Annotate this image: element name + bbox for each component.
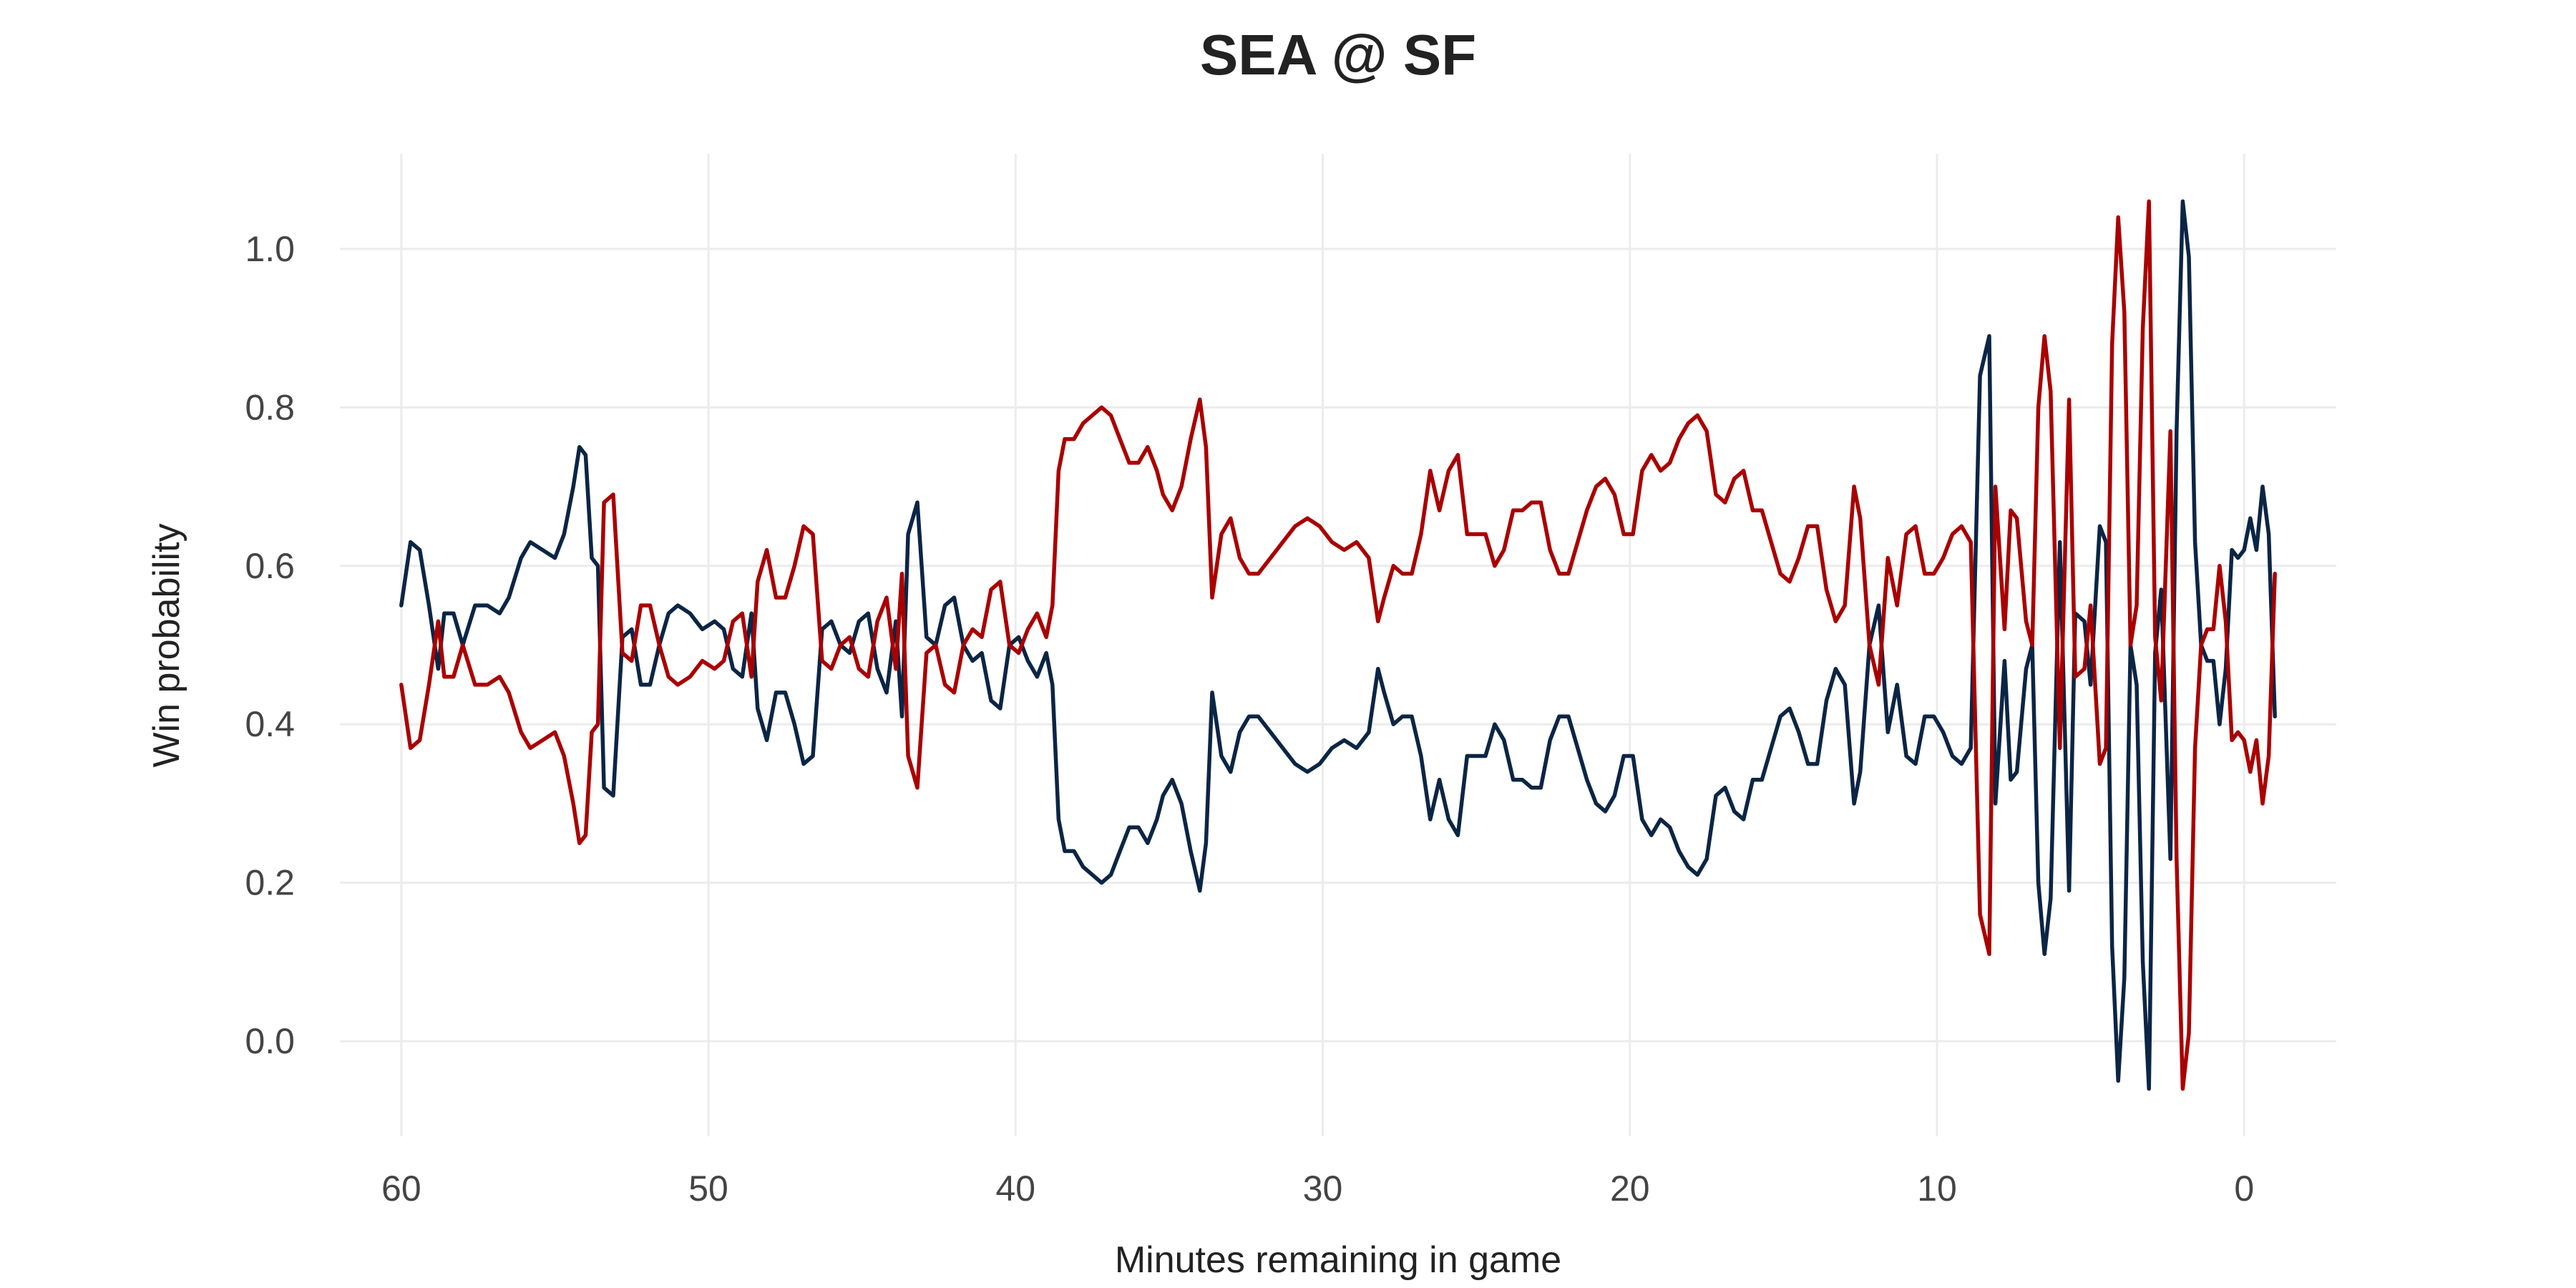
series-line-2 — [399, 199, 2277, 1091]
y-tick-label: 0.0 — [245, 1021, 295, 1061]
x-tick-label: 50 — [688, 1169, 728, 1209]
x-axis-title: Minutes remaining in game — [1115, 1239, 1561, 1281]
y-tick-label: 0.2 — [245, 863, 295, 903]
series-line-1 — [399, 199, 2277, 1091]
x-tick-label: 20 — [1610, 1169, 1650, 1209]
y-tick-label: 0.6 — [245, 546, 295, 586]
series-layer — [399, 199, 2277, 1091]
y-tick-label: 0.4 — [245, 704, 295, 744]
chart-title: SEA @ SF — [1200, 23, 1476, 87]
x-tick-label: 40 — [995, 1169, 1035, 1209]
x-tick-label: 10 — [1917, 1169, 1957, 1209]
x-tick-label: 30 — [1303, 1169, 1343, 1209]
x-tick-label: 0 — [2234, 1169, 2254, 1209]
y-tick-label: 1.0 — [245, 229, 295, 269]
x-axis-tick-labels: 60 50 40 30 20 10 0 — [381, 1169, 2254, 1209]
y-axis-title: Win probability — [146, 523, 187, 767]
y-tick-label: 0.8 — [245, 387, 295, 427]
x-tick-label: 60 — [381, 1169, 421, 1209]
grid-lines — [340, 154, 2336, 1136]
y-axis-tick-labels: 0.0 0.2 0.4 0.6 0.8 1.0 — [245, 229, 295, 1061]
